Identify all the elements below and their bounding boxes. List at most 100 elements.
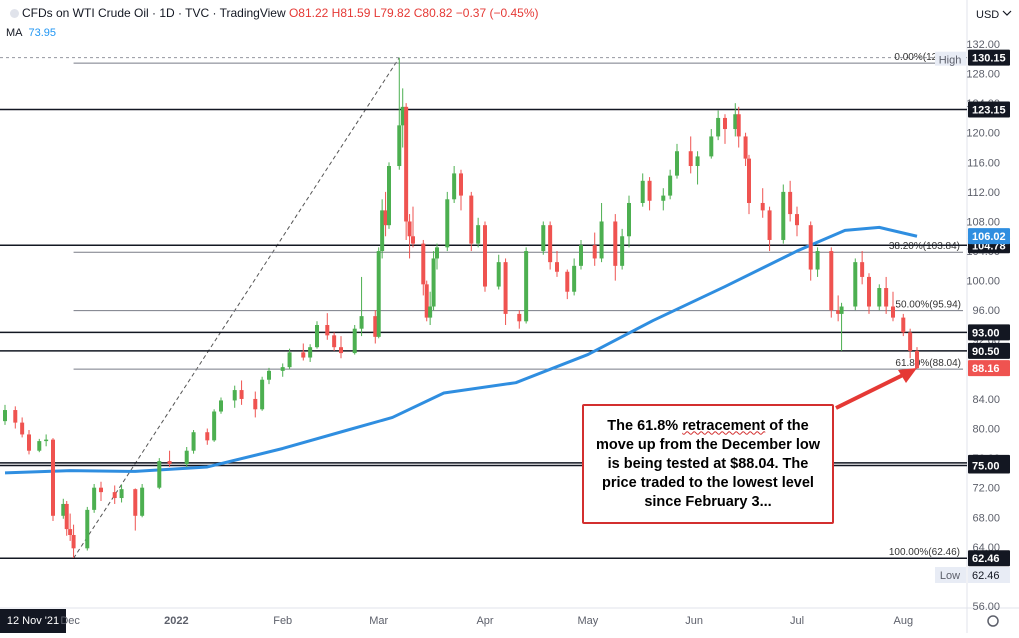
candle-body	[376, 251, 381, 337]
level-price-tag-bg	[968, 457, 1010, 474]
candle-body	[431, 258, 436, 307]
candle-body	[709, 136, 714, 157]
chevron-down-icon[interactable]	[1002, 10, 1012, 16]
candle-body	[733, 114, 738, 130]
y-tick-label: 96.00	[972, 305, 1000, 317]
candle-body	[599, 221, 604, 259]
candle-body	[781, 191, 786, 240]
high-label-bg	[935, 51, 966, 66]
y-tick-label: 112.00	[967, 187, 1000, 199]
candle-body	[219, 400, 223, 412]
candle-body	[68, 529, 73, 536]
candle-body	[592, 245, 597, 259]
candle-body	[808, 225, 813, 270]
high-price-tag-bg	[968, 49, 1010, 66]
candle-body	[212, 411, 217, 441]
current-price-tag: 88.16	[972, 363, 1000, 375]
ma-value: 73.95	[28, 27, 57, 39]
candle-body	[723, 117, 727, 130]
level-price-tag-bg	[968, 550, 1010, 567]
candle-body	[232, 390, 237, 401]
fib-level-label: 61.80%(88.04)	[895, 358, 961, 369]
candle-body	[517, 313, 522, 322]
x-tick-label: 12 Nov '21	[7, 615, 59, 627]
candle-body	[383, 210, 388, 226]
low-value-bg	[968, 567, 1010, 583]
x-tick-label: May	[577, 615, 598, 627]
level-price-tag: 75.00	[972, 461, 1000, 473]
y-tick-label: 56.00	[972, 601, 1000, 613]
candle-body	[191, 432, 196, 451]
y-tick-label: 132.00	[966, 39, 1000, 51]
candle-body	[548, 225, 553, 263]
candle-body	[524, 251, 529, 322]
candle-body	[767, 210, 772, 240]
candle-body	[424, 284, 429, 318]
candle-body	[572, 265, 577, 292]
candle-body	[260, 379, 265, 410]
fib-level-label: 0.00%(129.42)	[894, 52, 960, 63]
level-price-tag-bg	[968, 342, 1010, 359]
candle-body	[795, 214, 799, 226]
candle-body	[541, 225, 546, 252]
x-tick-label: Jul	[790, 615, 804, 627]
fib-level-label: 100.00%(62.46)	[889, 547, 960, 558]
candle-body	[184, 450, 189, 465]
candle-body	[71, 535, 76, 549]
gear-icon[interactable]	[987, 615, 999, 627]
x-tick-label: Mar	[369, 615, 388, 627]
fib-level-label: 38.20%(103.84)	[889, 241, 960, 252]
y-tick-label: 116.00	[967, 157, 1000, 169]
legend-title: CFDs on WTI Crude Oil · 1D · TVC · Tradi…	[6, 6, 538, 20]
candle-body	[37, 441, 42, 451]
low-label: Low	[940, 570, 960, 582]
candle-body	[407, 221, 412, 237]
candle-body	[140, 487, 145, 516]
candle-body	[435, 247, 439, 259]
candle-body	[555, 262, 559, 272]
low-label-bg	[935, 567, 966, 583]
candle-body	[339, 347, 343, 354]
candle-body	[411, 236, 415, 244]
x-tick-label: Jun	[685, 615, 703, 627]
candle-body	[404, 106, 409, 222]
y-tick-label: 128.00	[966, 69, 1000, 81]
symbol-title: CFDs on WTI Crude Oil · 1D · TVC · Tradi…	[22, 6, 286, 20]
candle-body	[308, 347, 313, 358]
candle-body	[205, 432, 210, 441]
candle-body	[620, 236, 625, 266]
candle-body	[373, 316, 378, 337]
candle-body	[85, 509, 90, 549]
candle-body	[640, 180, 645, 203]
candle-body	[325, 325, 330, 336]
candle-body	[13, 410, 18, 423]
candle-body	[3, 410, 7, 422]
candle-body	[668, 175, 673, 196]
candle-body	[27, 434, 31, 451]
y-tick-label: 100.00	[966, 276, 1000, 288]
ma-price-tag: 106.02	[972, 231, 1006, 243]
level-price-tag-bg	[968, 101, 1010, 118]
candle-body	[99, 487, 103, 493]
candle-body	[747, 158, 751, 203]
candle-body	[301, 352, 306, 358]
candle-body	[647, 180, 652, 201]
candle-body	[280, 367, 285, 371]
candle-body	[565, 271, 570, 292]
candle-body	[452, 173, 457, 200]
x-tick-box	[0, 609, 66, 633]
candle-body	[112, 492, 117, 499]
callout-text-underlined: retracement	[682, 417, 766, 434]
x-tick-label: Feb	[273, 615, 292, 627]
x-tick-label: Apr	[476, 615, 493, 627]
x-tick-label: Aug	[893, 615, 913, 627]
symbol-dot-icon	[10, 9, 19, 18]
x-tick-label: Dec	[60, 615, 80, 627]
candle-body	[64, 503, 69, 530]
y-tick-label: 108.00	[966, 216, 1000, 228]
candle-body	[788, 191, 793, 215]
ma-label: MA	[6, 27, 23, 39]
candle-body	[20, 422, 25, 435]
